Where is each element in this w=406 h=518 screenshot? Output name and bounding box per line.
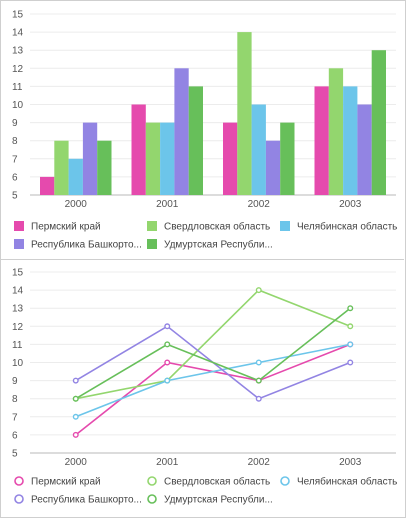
- bar-y-tick-label: 9: [12, 118, 18, 129]
- line-legend-label: Пермский край: [31, 477, 101, 488]
- bar-legend-label: Пермский край: [31, 222, 101, 233]
- bar-legend-swatch: [147, 239, 157, 249]
- line-y-tick-label: 5: [12, 449, 18, 460]
- line-point: [72, 431, 79, 438]
- line-point: [72, 413, 79, 420]
- bar-mark: [68, 158, 83, 195]
- bar-x-tick-label: 2001: [156, 199, 179, 210]
- line-y-tick-label: 9: [12, 376, 18, 387]
- bar-mark: [223, 122, 238, 195]
- bar-mark: [131, 104, 146, 195]
- line-y-tick-label: 12: [12, 322, 24, 333]
- line-legend-marker: [147, 494, 157, 504]
- line-point: [164, 359, 171, 366]
- bar-mark: [40, 176, 55, 195]
- line-y-tick-label: 14: [12, 286, 24, 297]
- line-y-tick-label: 13: [12, 304, 24, 315]
- bar-mark: [237, 32, 252, 195]
- line-legend-marker: [14, 494, 24, 504]
- line-series: [75, 289, 351, 400]
- bar-y-tick-label: 7: [12, 154, 18, 165]
- bar-mark: [314, 86, 329, 195]
- bar-y-tick-label: 6: [12, 172, 18, 183]
- bar-mark: [251, 104, 266, 195]
- line-y-tick-label: 15: [12, 268, 24, 279]
- bar-mark: [357, 104, 372, 195]
- panel-divider: [0, 259, 404, 260]
- bar-mark: [280, 122, 295, 195]
- bar-legend-swatch: [14, 239, 24, 249]
- bar-mark: [82, 122, 98, 195]
- line-y-tick-label: 11: [12, 340, 23, 351]
- bar-x-tick-label: 2002: [248, 199, 271, 210]
- bar-y-tick-label: 8: [12, 136, 18, 147]
- bar-mark: [174, 68, 189, 195]
- bar-mark: [160, 122, 175, 195]
- bar-legend-label: Челябинская область: [297, 221, 397, 233]
- line-point: [72, 377, 79, 384]
- bar-mark: [328, 68, 344, 195]
- bar-y-tick-label: 11: [12, 82, 23, 93]
- line-series: [75, 343, 351, 436]
- bar-mark: [371, 50, 386, 196]
- bar-mark: [54, 140, 69, 195]
- line-y-tick-label: 7: [12, 412, 18, 423]
- line-y-tick-label: 8: [12, 394, 18, 405]
- bar-legend-swatch: [280, 221, 290, 231]
- bar-x-tick-label: 2003: [339, 199, 362, 210]
- bar-mark: [343, 86, 358, 195]
- line-y-tick-label: 6: [12, 430, 18, 441]
- line-point: [164, 341, 171, 348]
- line-y-tick-label: 10: [12, 358, 24, 369]
- bar-legend-label: Удмуртская Республи...: [164, 239, 273, 251]
- bar-legend-swatch: [14, 221, 24, 231]
- line-x-tick-label: 2001: [156, 457, 179, 468]
- bar-y-tick-label: 12: [12, 64, 24, 75]
- line-legend-label: Удмуртская Республи...: [164, 494, 273, 506]
- line-point: [347, 359, 354, 366]
- bar-y-tick-label: 10: [12, 100, 24, 111]
- line-series: [75, 307, 351, 400]
- line-point: [72, 395, 79, 402]
- bar-y-tick-label: 5: [12, 191, 18, 202]
- bar-mark: [188, 86, 203, 195]
- line-point: [255, 287, 262, 294]
- line-legend-marker: [147, 476, 157, 486]
- bar-y-tick-label: 13: [12, 46, 24, 57]
- line-x-tick-label: 2000: [65, 457, 88, 468]
- line-x-tick-label: 2003: [339, 457, 362, 468]
- bar-x-tick-label: 2000: [65, 199, 88, 210]
- line-series: [75, 343, 351, 418]
- line-point: [164, 377, 171, 384]
- bar-chart: 5 6 7 8 9 10 11 12 13 14 15 2000 2001 2002 2003 Пермски…: [12, 10, 397, 251]
- bar-mark: [145, 122, 161, 195]
- line-legend-label: Республика Башкорто...: [31, 494, 142, 506]
- bar-mark: [97, 140, 112, 195]
- line-legend-marker: [280, 476, 290, 486]
- bar-y-tick-label: 15: [12, 10, 24, 21]
- bar-mark: [265, 140, 281, 195]
- line-legend-marker: [14, 476, 24, 486]
- line-point: [255, 377, 262, 384]
- line-chart: 5 6 7 8 9 10 11 12 13 14 15 2000 2001 2002 2003 Пермски…: [12, 268, 397, 506]
- line-x-tick-label: 2002: [248, 457, 271, 468]
- bar-legend-label: Республика Башкорто...: [31, 239, 142, 251]
- line-point: [347, 341, 354, 348]
- line-point: [347, 305, 354, 312]
- bar-y-tick-label: 14: [12, 28, 24, 39]
- line-point: [164, 323, 171, 330]
- line-point: [255, 395, 262, 402]
- bar-legend-swatch: [147, 221, 157, 231]
- line-point: [255, 359, 262, 366]
- bar-legend-label: Свердловская область: [164, 221, 270, 233]
- line-point: [347, 323, 354, 330]
- line-legend-label: Свердловская область: [164, 476, 270, 488]
- line-legend-label: Челябинская область: [297, 476, 397, 488]
